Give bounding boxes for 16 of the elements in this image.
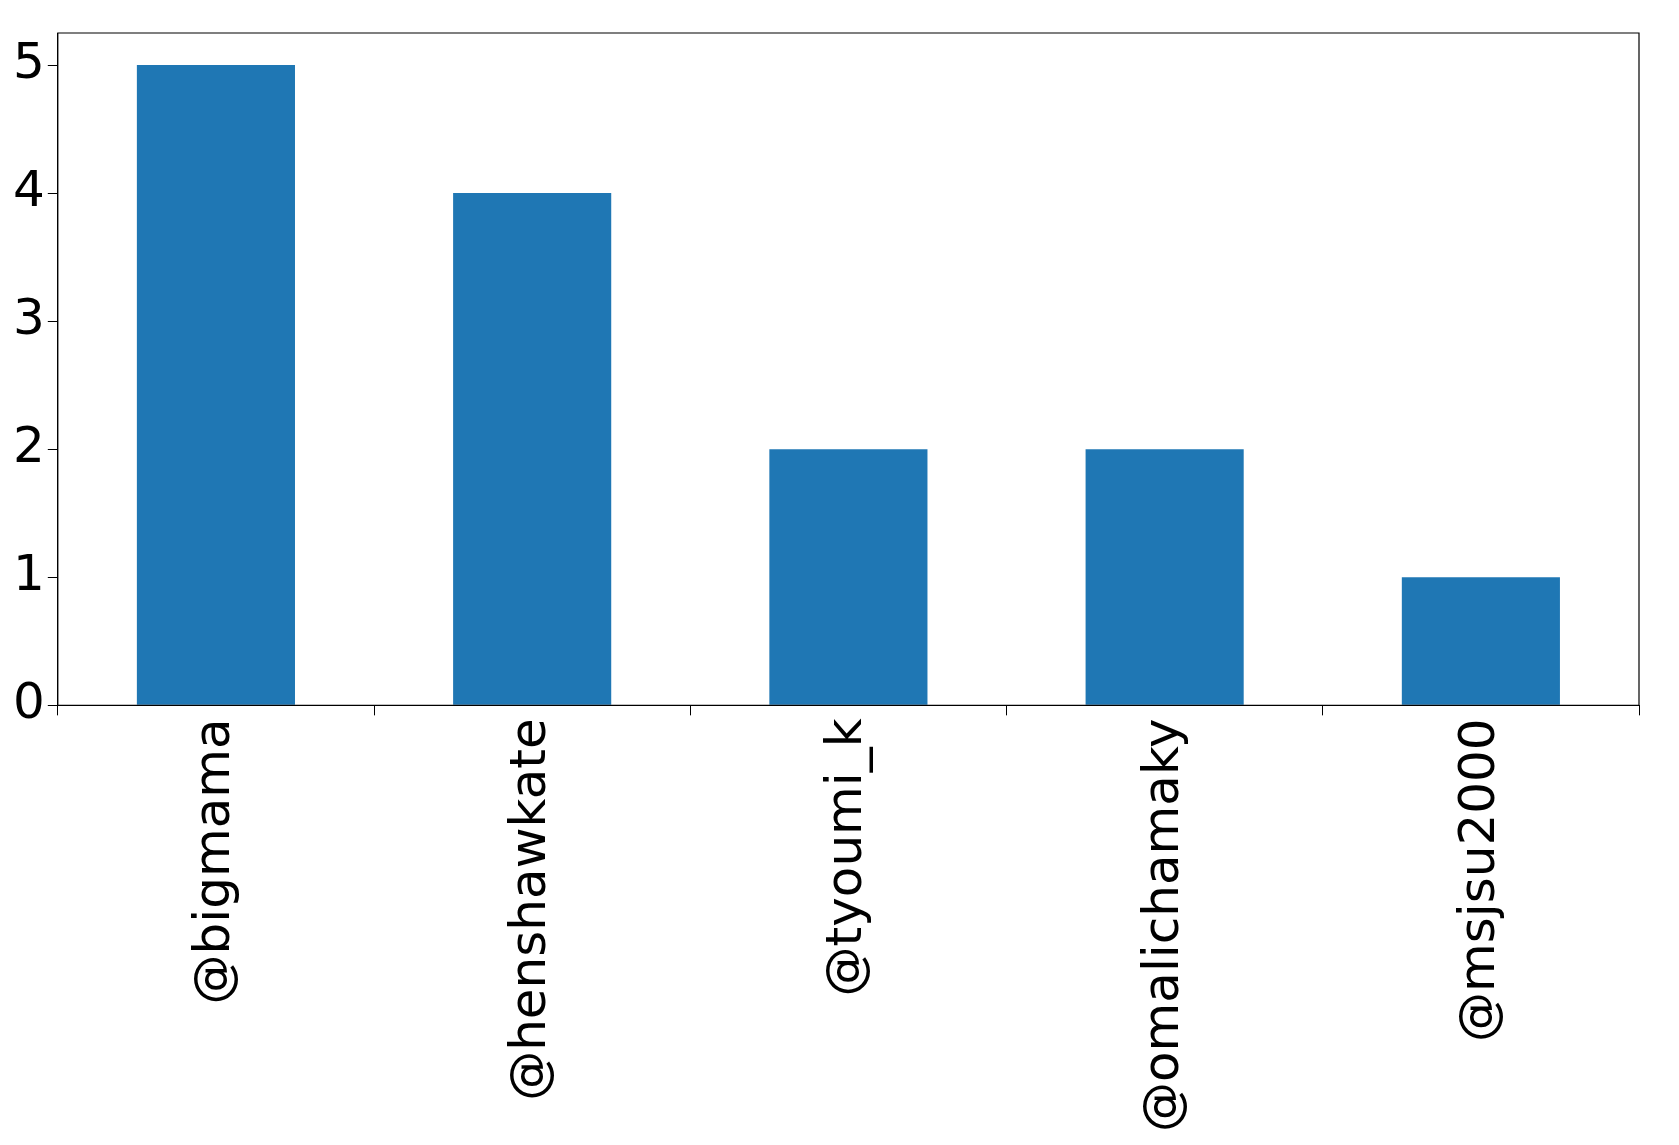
- y-tick-label: 0: [13, 672, 45, 731]
- y-tick-label: 5: [13, 32, 45, 90]
- y-tick-label: 4: [13, 160, 45, 219]
- x-tick-label: @henshawkate: [499, 718, 558, 1101]
- bar: [453, 193, 612, 705]
- y-tick-label: 1: [13, 544, 45, 603]
- x-tick-label: @omalichamaky: [1131, 718, 1190, 1133]
- x-tick-label: @msjsu2000: [1447, 718, 1506, 1042]
- bar: [1085, 449, 1244, 705]
- y-tick-label: 3: [13, 288, 45, 347]
- bar: [136, 65, 295, 705]
- x-tick-label: @tyoumi_k: [815, 718, 874, 997]
- bar: [1401, 577, 1560, 705]
- x-tick-label: @bigmama: [182, 718, 241, 1005]
- y-tick-label: 2: [13, 416, 45, 475]
- bar: [769, 449, 928, 705]
